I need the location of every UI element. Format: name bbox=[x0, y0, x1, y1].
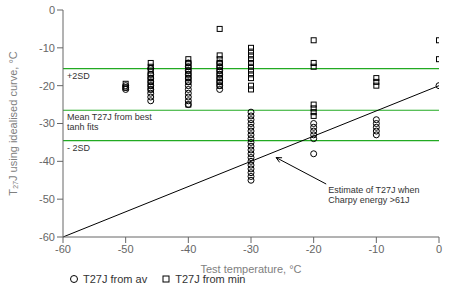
svg-text:Mean T27J from besttanh fits: Mean T27J from besttanh fits bbox=[67, 112, 152, 132]
svg-text:-20: -20 bbox=[39, 80, 55, 92]
svg-text:-10: -10 bbox=[368, 243, 384, 255]
html-text:T27J from av: T27J from av bbox=[83, 273, 148, 285]
svg-text:-40: -40 bbox=[39, 155, 55, 167]
html-text:T27J from min: T27J from min bbox=[175, 273, 246, 285]
svg-text:-30: -30 bbox=[243, 243, 259, 255]
svg-text:-50: -50 bbox=[118, 243, 134, 255]
svg-text:Estimate of T27J whenCharpy en: Estimate of T27J whenCharpy energy >61J bbox=[328, 185, 419, 205]
svg-text:Test temperature, °C: Test temperature, °C bbox=[201, 263, 302, 275]
svg-text:- 2SD: - 2SD bbox=[67, 143, 91, 153]
svg-text:-60: -60 bbox=[39, 231, 55, 243]
svg-text:-50: -50 bbox=[39, 193, 55, 205]
svg-text:-20: -20 bbox=[306, 243, 322, 255]
svg-text:-60: -60 bbox=[55, 243, 71, 255]
svg-text:0: 0 bbox=[436, 243, 442, 255]
svg-text:+2SD: +2SD bbox=[67, 71, 90, 81]
svg-text:-10: -10 bbox=[39, 42, 55, 54]
svg-text:T₂₇J using idealised curve, °C: T₂₇J using idealised curve, °C bbox=[8, 51, 19, 196]
svg-text:-40: -40 bbox=[180, 243, 196, 255]
svg-text:-30: -30 bbox=[39, 117, 55, 129]
svg-text:0: 0 bbox=[49, 4, 55, 16]
